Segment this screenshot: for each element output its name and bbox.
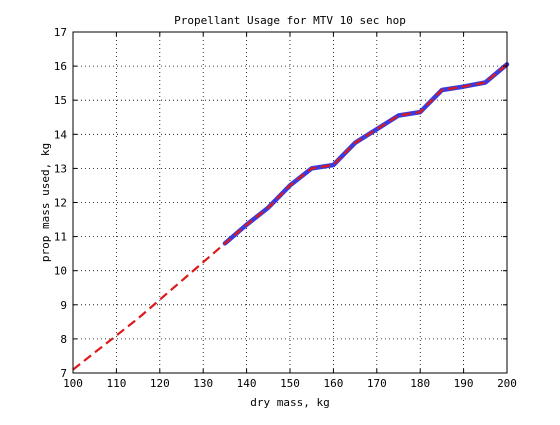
series-line-solid xyxy=(222,62,510,246)
series-lines xyxy=(72,62,510,371)
y-tick-label: 16 xyxy=(54,60,67,73)
x-tick-label: 130 xyxy=(193,377,213,390)
grid-lines xyxy=(72,31,508,374)
x-tick-label: 100 xyxy=(63,377,83,390)
y-tick-label: 7 xyxy=(60,367,67,380)
y-tick-label: 14 xyxy=(54,128,68,141)
x-tick-label: 190 xyxy=(454,377,474,390)
x-tick-label: 180 xyxy=(410,377,430,390)
y-tick-label: 10 xyxy=(54,265,67,278)
chart-title: Propellant Usage for MTV 10 sec hop xyxy=(174,14,406,27)
y-tick-label: 9 xyxy=(60,299,67,312)
x-tick-label: 150 xyxy=(280,377,300,390)
y-tick-label: 13 xyxy=(54,162,67,175)
y-axis-label: prop mass used, kg xyxy=(39,143,52,262)
series-line-dashed xyxy=(72,63,508,371)
x-tick-label: 160 xyxy=(323,377,343,390)
y-tick-label: 15 xyxy=(54,94,67,107)
x-tick-label: 170 xyxy=(367,377,387,390)
y-tick-label: 11 xyxy=(54,231,67,244)
x-tick-label: 120 xyxy=(150,377,170,390)
x-tick-label: 200 xyxy=(497,377,517,390)
y-tick-label: 17 xyxy=(54,26,67,39)
y-tick-label: 12 xyxy=(54,197,67,210)
axis-ticks: 100 110 120 130 140 150 160 170 180 190 200 7 8 9 10 11… xyxy=(54,26,517,390)
x-tick-label: 140 xyxy=(237,377,257,390)
x-tick-label: 110 xyxy=(106,377,126,390)
x-axis-label: dry mass, kg xyxy=(250,396,329,409)
y-tick-label: 8 xyxy=(60,333,67,346)
